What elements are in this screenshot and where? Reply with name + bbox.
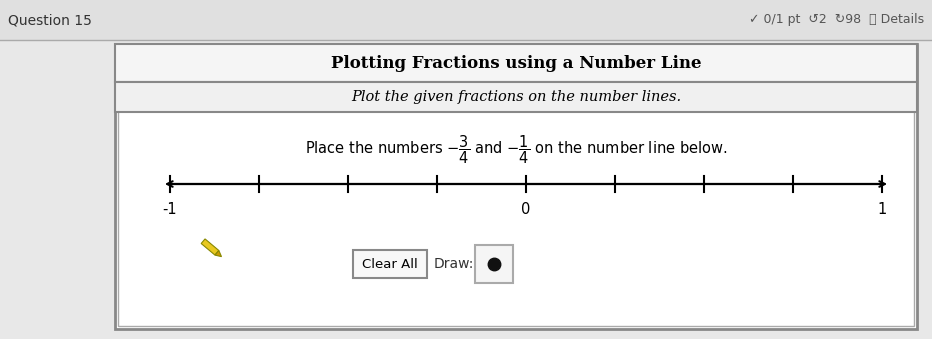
Polygon shape	[215, 251, 222, 257]
FancyBboxPatch shape	[115, 44, 917, 329]
Bar	[0, 0, 932, 40]
Bar	[115, 82, 917, 112]
Text: ✓ 0/1 pt  ↺2  ↻98  ⓘ Details: ✓ 0/1 pt ↺2 ↻98 ⓘ Details	[749, 14, 924, 26]
FancyBboxPatch shape	[475, 245, 513, 283]
Text: Plotting Fractions using a Number Line: Plotting Fractions using a Number Line	[331, 55, 701, 72]
Polygon shape	[201, 239, 219, 255]
Text: Question 15: Question 15	[8, 13, 92, 27]
Bar	[115, 44, 917, 82]
Text: Draw:: Draw:	[434, 257, 474, 271]
Text: 1: 1	[877, 202, 886, 217]
FancyBboxPatch shape	[353, 250, 427, 278]
Text: -1: -1	[163, 202, 177, 217]
Text: 0: 0	[521, 202, 530, 217]
Text: Plot the given fractions on the number lines.: Plot the given fractions on the number l…	[351, 90, 681, 104]
Text: Clear All: Clear All	[363, 258, 418, 271]
Text: Place the numbers $-\dfrac{3}{4}$ and $-\dfrac{1}{4}$ on the number line below.: Place the numbers $-\dfrac{3}{4}$ and $-…	[305, 134, 727, 166]
